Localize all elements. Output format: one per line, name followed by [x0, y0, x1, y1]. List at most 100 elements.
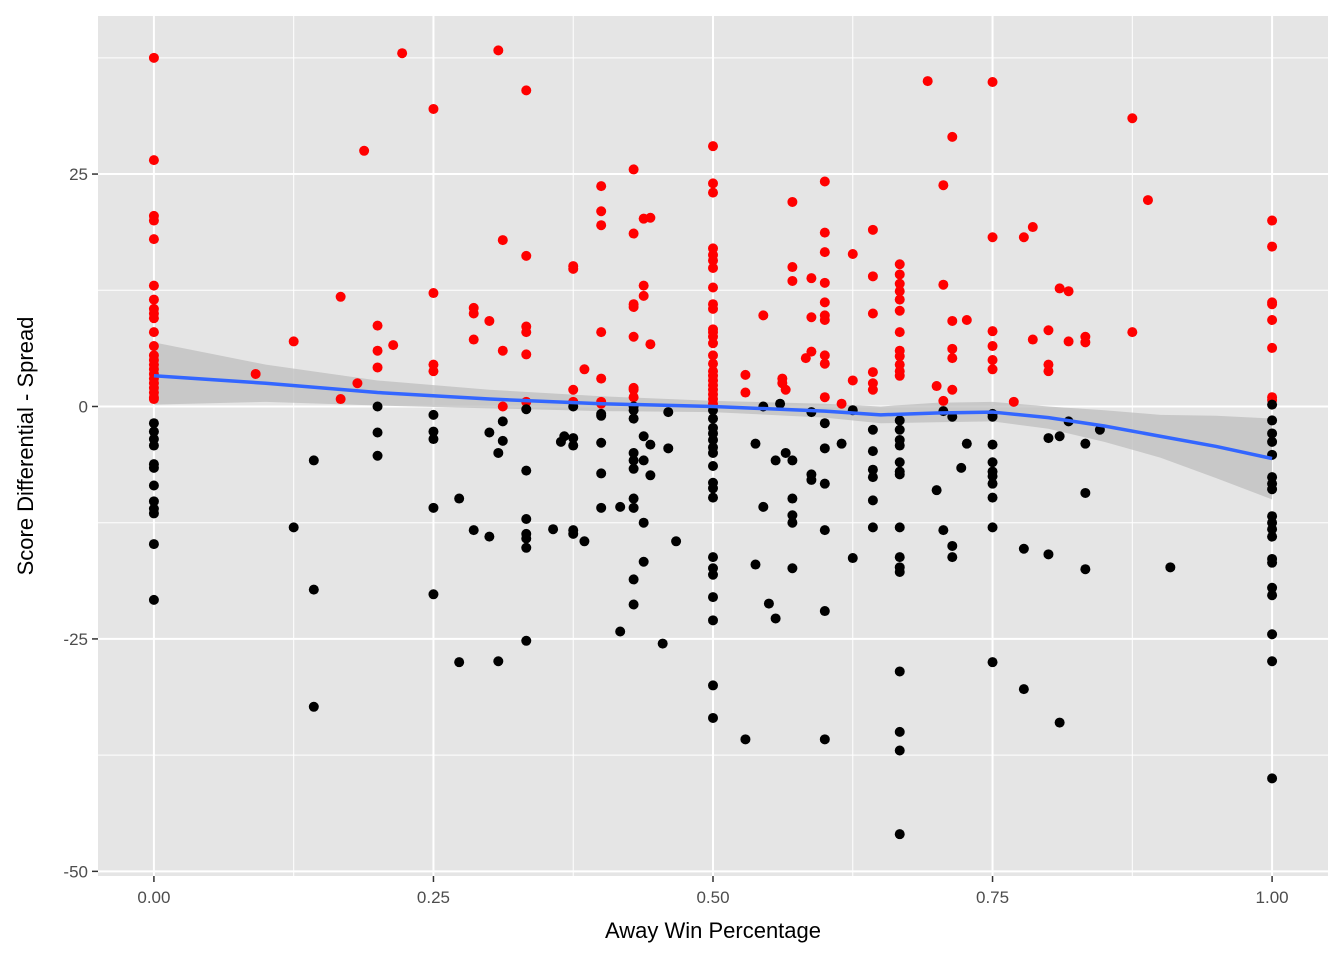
x-axis-title: Away Win Percentage [605, 918, 821, 943]
data-point [819, 606, 830, 617]
data-point [787, 275, 798, 286]
y-tick-label: -25 [63, 630, 88, 649]
data-point [521, 85, 532, 96]
data-point [388, 340, 399, 351]
data-point [836, 398, 847, 409]
data-point [628, 502, 639, 513]
data-point [521, 250, 532, 261]
data-point [819, 443, 830, 454]
data-point [787, 196, 798, 207]
data-point [1267, 399, 1278, 410]
data-point [628, 493, 639, 504]
data-point [148, 341, 159, 352]
data-point [819, 734, 830, 745]
data-point [148, 327, 159, 338]
data-point [938, 525, 949, 536]
data-point [867, 522, 878, 533]
data-point [787, 517, 798, 528]
data-point [628, 447, 639, 458]
data-point [628, 574, 639, 585]
data-point [787, 510, 798, 521]
data-point [806, 273, 817, 284]
data-point [708, 434, 718, 445]
data-point [1018, 684, 1029, 695]
data-point [428, 426, 439, 437]
data-point [894, 351, 905, 362]
data-point [1054, 283, 1065, 294]
data-point [780, 384, 791, 395]
data-point [1080, 438, 1091, 449]
data-point [148, 234, 159, 245]
data-point [568, 384, 579, 395]
data-point [638, 290, 649, 301]
data-point [596, 327, 607, 338]
data-point [894, 305, 905, 316]
data-point [894, 269, 905, 280]
smooth-line [153, 374, 1273, 461]
data-point [1142, 195, 1153, 206]
data-point [894, 457, 905, 468]
data-point [708, 350, 718, 361]
data-point [758, 310, 769, 321]
data-point [894, 552, 905, 563]
data-point [657, 638, 668, 649]
data-point [397, 48, 408, 59]
data-point [148, 508, 159, 519]
data-point [148, 418, 159, 429]
data-point [615, 626, 626, 637]
data-point [628, 455, 639, 466]
data-point [819, 525, 830, 536]
data-point [961, 438, 972, 449]
data-point [1054, 717, 1065, 728]
data-point [493, 656, 504, 667]
data-point [628, 302, 639, 313]
data-point [947, 552, 958, 563]
data-point [836, 438, 847, 449]
x-tick-label: 0.75 [976, 888, 1009, 907]
data-point [708, 178, 718, 189]
data-point [521, 542, 532, 553]
data-point [947, 540, 958, 551]
data-point [987, 77, 998, 88]
data-point [956, 462, 967, 473]
data-point [894, 745, 905, 756]
data-point [148, 155, 159, 166]
data-point [938, 279, 949, 290]
data-point [1027, 334, 1038, 345]
data-point [484, 315, 495, 326]
data-point [352, 378, 363, 389]
data-point [645, 439, 656, 450]
data-point [819, 350, 830, 361]
data-point [288, 336, 299, 347]
data-point [987, 492, 998, 503]
data-point [497, 416, 508, 427]
data-point [867, 384, 878, 395]
data-point [1018, 232, 1029, 243]
data-point [148, 440, 159, 451]
data-point [894, 829, 905, 840]
data-point [148, 394, 159, 405]
data-point [1054, 431, 1065, 442]
data-point [628, 331, 639, 342]
data-point [819, 315, 830, 326]
data-point [1080, 487, 1091, 498]
data-point [548, 524, 559, 535]
data-point [1063, 286, 1074, 297]
data-point [894, 294, 905, 305]
y-axis-title: Score Differential - Spread [13, 317, 38, 576]
data-point [148, 594, 159, 605]
data-point [579, 536, 590, 547]
data-point [596, 468, 607, 479]
data-point [708, 483, 718, 494]
data-point [372, 362, 383, 373]
data-point [770, 455, 781, 466]
data-point [497, 235, 508, 246]
data-point [775, 398, 786, 409]
data-point [819, 227, 830, 238]
data-point [894, 566, 905, 577]
data-point [1267, 484, 1278, 495]
data-point [468, 525, 479, 536]
data-point [521, 404, 532, 415]
data-point [819, 277, 830, 288]
